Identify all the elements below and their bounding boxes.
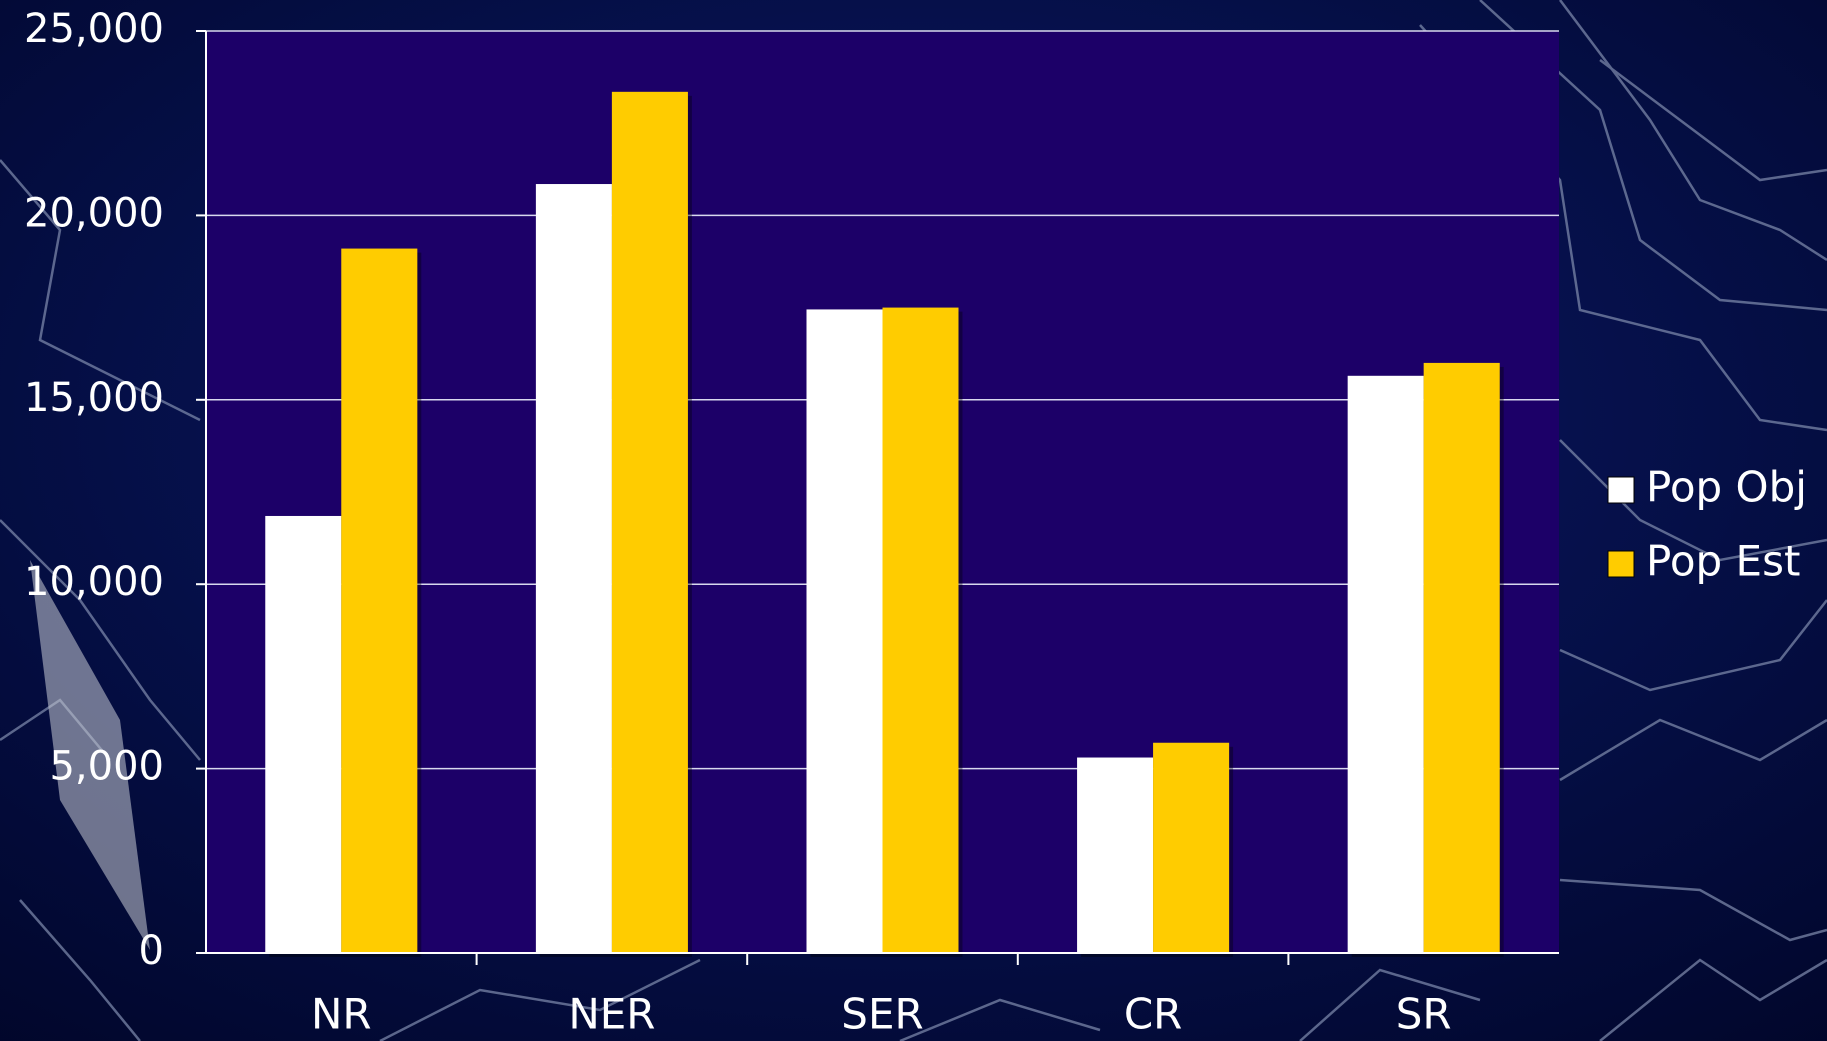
x-tick-label: NER: [568, 990, 655, 1039]
bar-sheen: [806, 309, 883, 954]
x-tick-label: NR: [311, 990, 372, 1039]
bar-sheen: [1423, 362, 1500, 953]
x-tick-label: SR: [1396, 990, 1452, 1039]
y-tick-label: 25,000: [24, 6, 164, 52]
x-tick-label: SER: [841, 990, 923, 1039]
bar-sheen: [341, 248, 418, 954]
y-tick-label: 0: [139, 928, 164, 974]
bar-sheen: [265, 515, 342, 953]
y-tick-label: 15,000: [24, 375, 164, 421]
bar-sheen: [882, 307, 959, 954]
compass-decoration: [30, 560, 150, 950]
x-tick-label: CR: [1124, 990, 1183, 1039]
y-tick-label: 5,000: [49, 744, 164, 790]
bar-sheen: [1077, 757, 1154, 953]
legend-label: Pop Obj: [1646, 463, 1807, 512]
bar-sheen: [611, 91, 688, 954]
y-tick-label: 20,000: [24, 190, 164, 236]
bar-sheen: [1347, 375, 1424, 953]
bar-sheen: [1153, 742, 1230, 953]
legend-swatch: [1607, 476, 1635, 504]
bar-sheen: [535, 184, 612, 953]
legend-swatch: [1607, 550, 1635, 578]
y-tick-label: 10,000: [24, 559, 164, 605]
legend-label: Pop Est: [1646, 537, 1800, 586]
